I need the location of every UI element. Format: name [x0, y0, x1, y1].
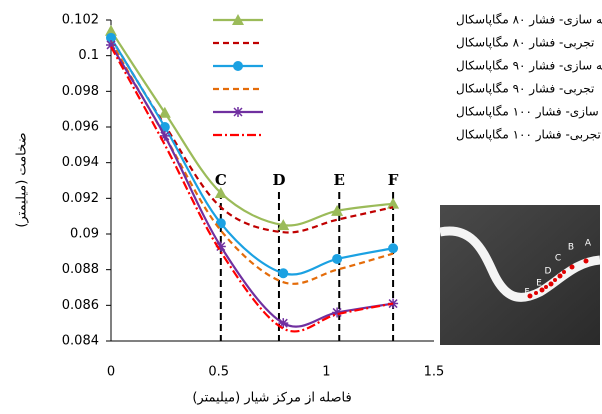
series-line	[110, 30, 394, 227]
annotation-label: D	[272, 171, 285, 189]
x-tick-label: 0	[107, 365, 115, 380]
series-line	[110, 37, 394, 234]
marker	[159, 130, 170, 141]
x-tick-label: 1	[322, 365, 330, 380]
y-tick-label: 0.084	[62, 334, 99, 349]
x-axis-label: فاصله از مرکز شیار (میلیمتر)	[192, 391, 351, 406]
series-line	[110, 44, 394, 328]
marker	[331, 204, 344, 216]
marker	[233, 61, 243, 71]
legend-label: تجربی- فشار ۸۰ مگاپاسکال	[456, 36, 594, 51]
series-line	[110, 40, 394, 285]
marker	[387, 197, 400, 209]
marker	[332, 307, 343, 318]
y-tick-label: 0.098	[62, 84, 99, 99]
legend-label: شبیه سازی- فشار ۸۰ مگاپاسکال	[456, 13, 602, 28]
marker	[106, 32, 116, 43]
x-tick-label: 0.5	[208, 365, 229, 380]
inset-label: F	[524, 288, 529, 298]
inset-photo	[439, 205, 601, 345]
marker	[158, 106, 171, 118]
legend-label: تجربی- فشار ۱۰۰ مگاپاسکال	[456, 128, 601, 143]
annotation-label: F	[388, 171, 399, 189]
marker	[388, 243, 399, 254]
marker	[388, 298, 399, 309]
marker	[215, 241, 226, 252]
y-tick-label: 0.088	[62, 262, 99, 277]
x-tick-label: 1.5	[424, 365, 445, 380]
marker	[214, 186, 227, 198]
y-tick-label: 0.086	[62, 298, 99, 313]
series-line	[110, 46, 394, 333]
inset-label: C	[555, 254, 561, 264]
marker	[278, 268, 289, 279]
inset-label: E	[536, 279, 542, 289]
annotation-label: E	[334, 171, 345, 189]
y-tick-label: 0.092	[62, 191, 99, 206]
marker	[277, 219, 290, 231]
y-tick-label: 0.096	[62, 120, 99, 135]
annotation-label: C	[215, 171, 227, 189]
inset-label: A	[585, 239, 592, 249]
legend-label: شبیه سازی- فشار ۱۰۰ مگاپاسکال	[456, 105, 602, 120]
marker	[332, 253, 343, 264]
y-axis-label: ضخامت (میلیمتر)	[15, 132, 30, 227]
inset-label: B	[568, 243, 574, 253]
series-line	[110, 37, 394, 276]
y-tick-label: 0.102	[62, 13, 99, 28]
y-tick-label: 0.1	[78, 48, 99, 63]
marker	[105, 24, 117, 36]
legend-label: شبیه سازی- فشار ۹۰ مگاپاسکال	[456, 59, 602, 74]
marker	[232, 14, 244, 25]
marker	[233, 107, 243, 117]
legend-label: تجربی- فشار ۹۰ مگاپاسکال	[456, 82, 594, 97]
inset-label: D	[545, 267, 552, 277]
marker	[106, 39, 116, 50]
y-tick-label: 0.094	[62, 155, 99, 170]
y-tick-label: 0.09	[70, 227, 99, 242]
marker	[278, 318, 289, 329]
